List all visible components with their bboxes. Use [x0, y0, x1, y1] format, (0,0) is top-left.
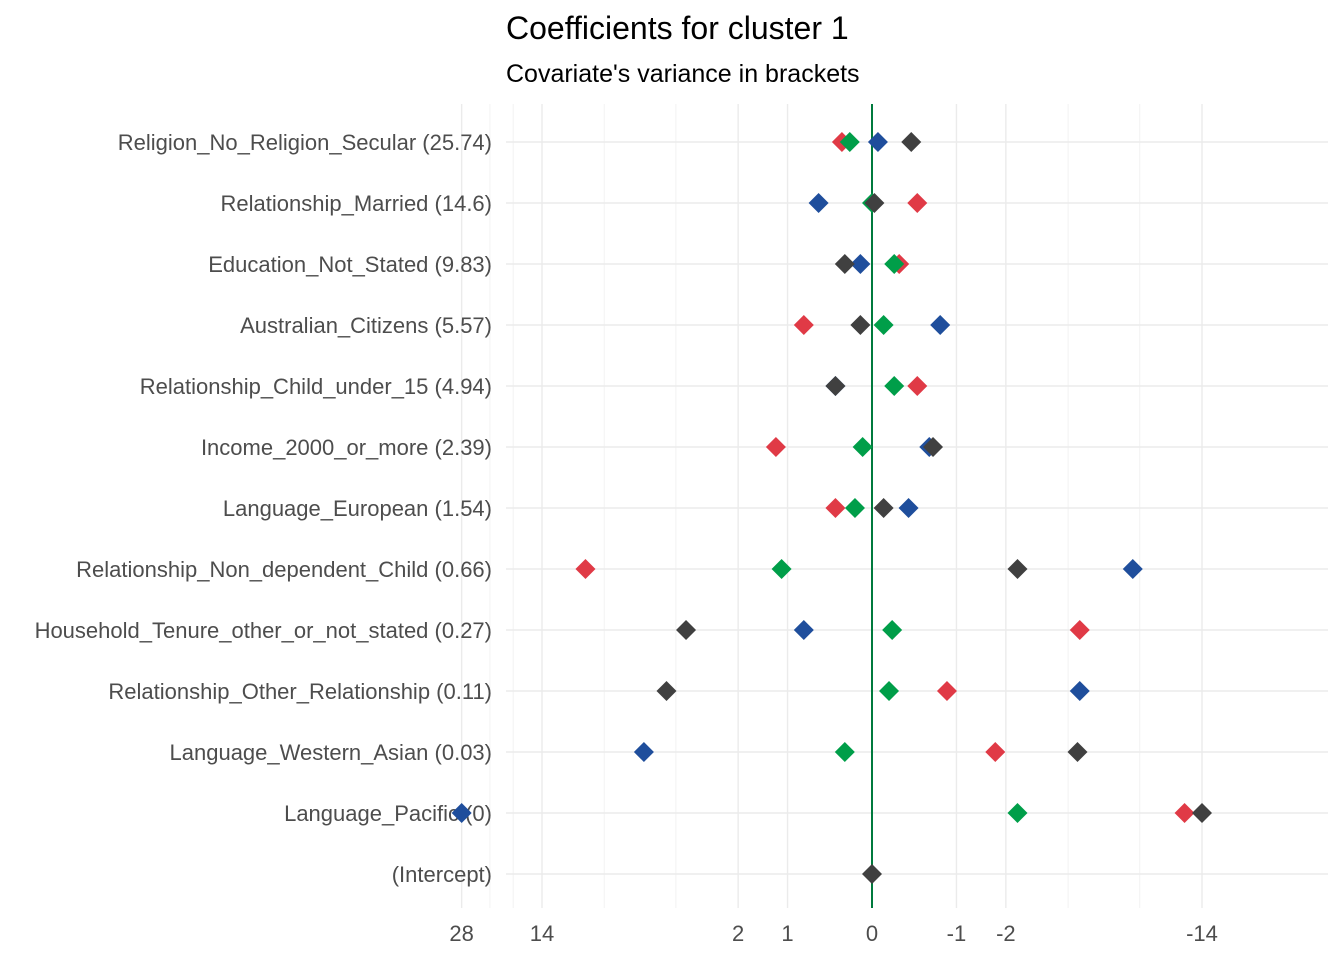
point-series-1-row-2	[850, 254, 871, 274]
point-series-3-row-12	[862, 864, 882, 884]
point-series-2-row-10	[834, 742, 855, 762]
point-series-3-row-6	[873, 498, 894, 518]
y-tick-label-4: Relationship_Child_under_15 (4.94)	[140, 374, 492, 399]
point-series-2-row-5	[852, 437, 873, 457]
x-axis-labels: -14 -2 -1 0 1 2 14 28	[449, 921, 1217, 946]
y-tick-label-2: Education_Not_Stated (9.83)	[208, 252, 492, 277]
point-series-3-row-2	[834, 254, 855, 274]
grid-lines	[460, 104, 1328, 908]
point-series-2-row-8	[882, 620, 903, 640]
point-series-3-row-5	[923, 437, 944, 457]
point-series-1-row-10	[633, 742, 654, 762]
point-series-0-row-7	[575, 559, 596, 579]
point-series-0-row-4	[907, 376, 928, 396]
point-series-1-row-3	[930, 315, 951, 335]
point-series-2-row-7	[771, 559, 792, 579]
point-series-0-row-6	[825, 498, 846, 518]
point-series-2-row-0	[839, 132, 860, 152]
point-series-3-row-7	[1007, 559, 1028, 579]
point-series-3-row-3	[850, 315, 871, 335]
y-tick-label-9: Relationship_Other_Relationship (0.11)	[108, 679, 492, 704]
x-tick-label-7: 28	[449, 921, 473, 946]
chart-title: Coefficients for cluster 1	[506, 10, 849, 46]
point-series-0-row-3	[793, 315, 814, 335]
point-series-0-row-11	[1174, 803, 1195, 823]
point-series-2-row-6	[844, 498, 865, 518]
point-series-2-row-11	[1007, 803, 1028, 823]
y-tick-label-7: Relationship_Non_dependent_Child (0.66)	[76, 557, 492, 582]
x-tick-label-4: 1	[781, 921, 793, 946]
x-tick-label-3: 0	[866, 921, 878, 946]
y-axis-labels: Religion_No_Religion_Secular (25.74) Rela…	[35, 130, 492, 887]
point-series-2-row-2	[884, 254, 905, 274]
point-series-3-row-0	[901, 132, 922, 152]
x-tick-label-2: -1	[947, 921, 967, 946]
y-tick-label-6: Language_European (1.54)	[223, 496, 492, 521]
y-tick-label-10: Language_Western_Asian (0.03)	[170, 740, 492, 765]
point-series-3-row-11	[1192, 803, 1212, 823]
point-series-3-row-10	[1067, 742, 1088, 762]
point-series-2-row-3	[873, 315, 894, 335]
point-series-0-row-9	[936, 681, 957, 701]
point-series-1-row-9	[1069, 681, 1090, 701]
point-series-0-row-5	[765, 437, 786, 457]
point-series-2-row-9	[879, 681, 900, 701]
x-tick-label-0: -14	[1186, 921, 1218, 946]
point-series-1-row-8	[793, 620, 814, 640]
point-series-0-row-1	[907, 193, 928, 213]
x-tick-label-5: 2	[732, 921, 744, 946]
point-series-0-row-10	[985, 742, 1006, 762]
point-series-3-row-4	[825, 376, 846, 396]
point-series-1-row-6	[898, 498, 919, 518]
y-tick-label-8: Household_Tenure_other_or_not_stated (0.…	[35, 618, 492, 643]
y-tick-label-5: Income_2000_or_more (2.39)	[201, 435, 492, 460]
y-tick-label-0: Religion_No_Religion_Secular (25.74)	[118, 130, 492, 155]
point-series-2-row-4	[884, 376, 905, 396]
point-series-3-row-1	[864, 193, 885, 213]
x-tick-label-6: 14	[530, 921, 554, 946]
y-tick-label-3: Australian_Citizens (5.57)	[240, 313, 492, 338]
point-series-3-row-8	[676, 620, 697, 640]
point-series-3-row-9	[656, 681, 677, 701]
y-tick-label-1: Relationship_Married (14.6)	[221, 191, 492, 216]
point-series-1-row-0	[867, 132, 888, 152]
point-series-1-row-1	[808, 193, 829, 213]
point-series-1-row-7	[1122, 559, 1143, 579]
point-series-0-row-8	[1069, 620, 1090, 640]
x-tick-label-1: -2	[996, 921, 1016, 946]
point-series-1-row-11	[451, 803, 472, 823]
data-points	[451, 132, 1212, 884]
chart-subtitle: Covariate's variance in brackets	[506, 60, 860, 88]
y-tick-label-12: (Intercept)	[392, 862, 492, 887]
